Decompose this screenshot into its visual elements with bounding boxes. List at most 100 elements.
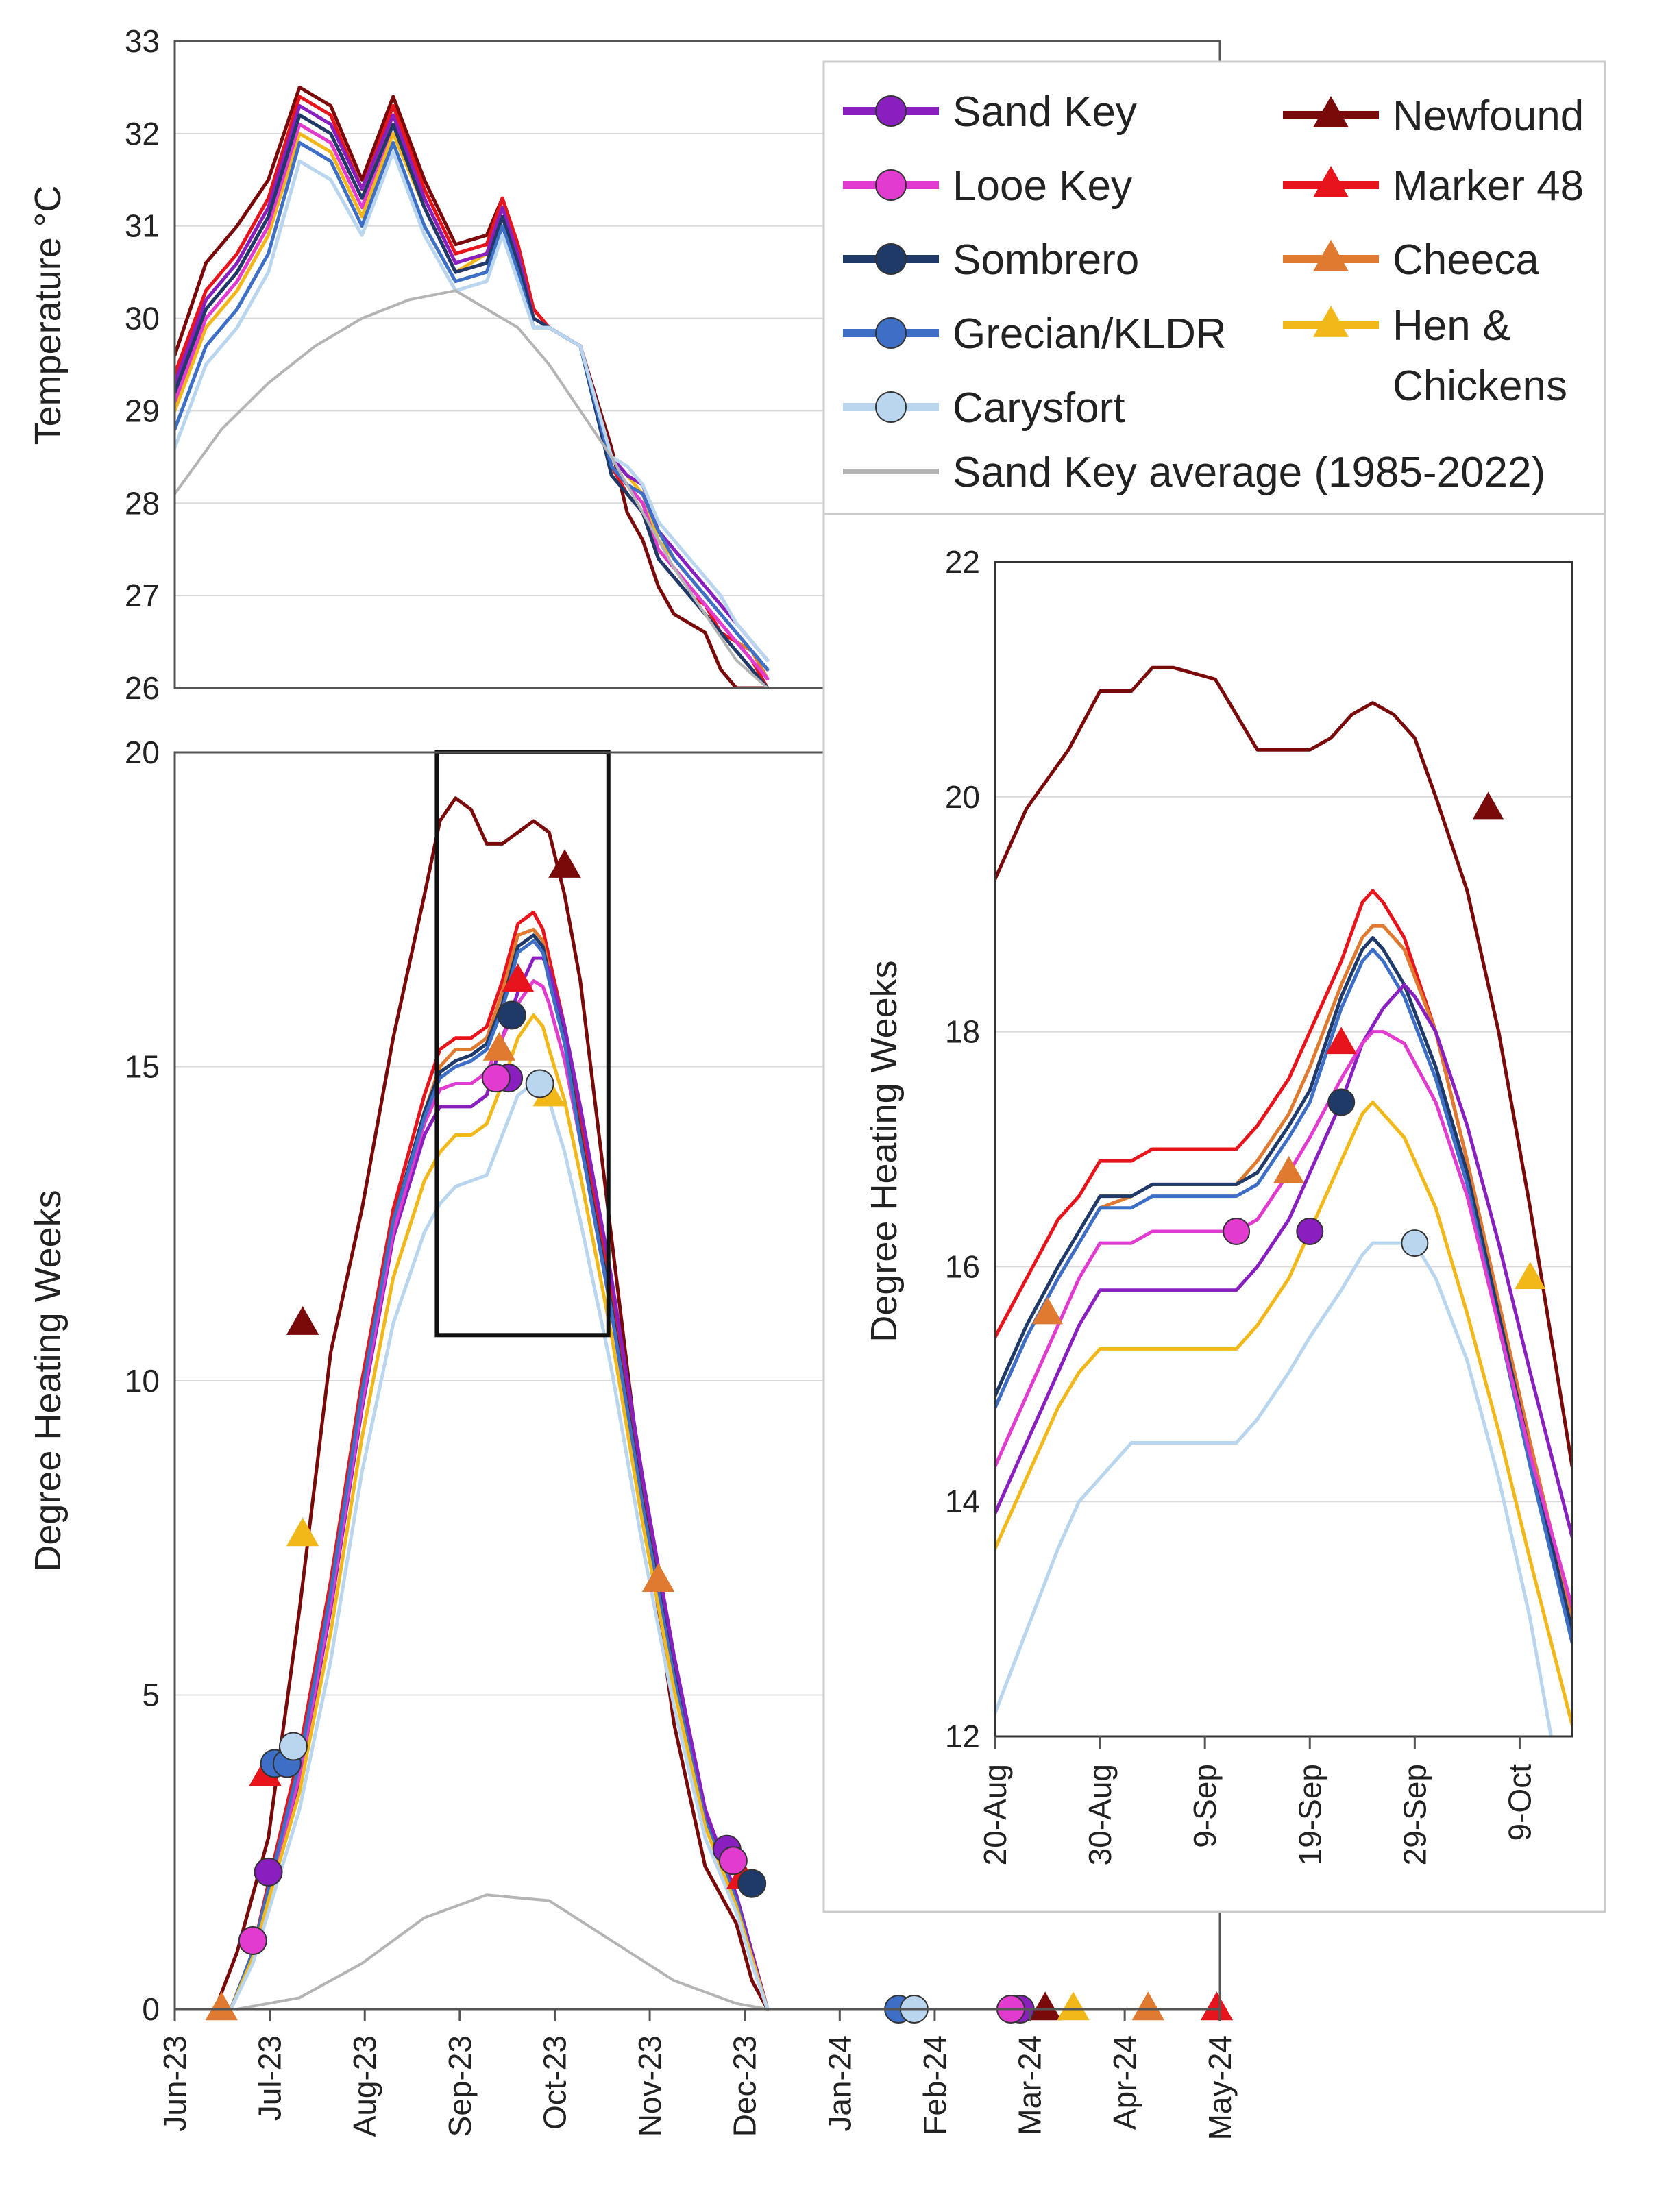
dhw-marker-newfound-0 (286, 1306, 319, 1335)
temperature-plot: 26 27 28 29 30 31 32 33 Temperature °C (27, 23, 1221, 706)
legend-item-carysfort-4-label: Carysfort (953, 384, 1125, 432)
legend-item-hen-9-swatch-marker (1313, 306, 1349, 337)
legend-item-chickens-10-label: Chickens (1393, 362, 1567, 410)
inset-x-tick-9-sep: 9-Sep (1187, 1764, 1223, 1848)
legend-item-hen-9-label: Hen & (1393, 302, 1510, 349)
legend-item-carysfort-4-swatch-marker (875, 391, 907, 423)
inset-markers (1031, 791, 1546, 1325)
legend-item-newfound-6-swatch-marker (1313, 96, 1349, 127)
dhw-marker-sand-key-14 (254, 1857, 283, 1887)
dhw-marker-cheeca-10 (1131, 1991, 1165, 2021)
legend-item-cheeca-8-swatch-marker (1313, 240, 1349, 271)
dhw-line-newfound (213, 796, 770, 2011)
legend-items: Sand Key Looe Key Sombrero Grecian/KLDR Cary… (843, 88, 1584, 496)
temperature-y-tick-26: 26 (125, 670, 160, 706)
inset-y-tick-20: 20 (945, 779, 980, 815)
inset-y-axis-title: Degree Heating Weeks (863, 960, 905, 1342)
inset-marker-looe-key-5 (1223, 1217, 1251, 1245)
dhw-y-tick-15: 15 (125, 1049, 160, 1085)
dhw-y-tick-20: 20 (125, 735, 160, 770)
temperature-y-tick-29: 29 (125, 393, 160, 428)
dhw-marker-carysfort-28 (525, 1069, 554, 1098)
dhw-x-tick-oct-23: Oct-23 (537, 2035, 572, 2130)
inset-marker-carysfort-7 (1401, 1229, 1429, 1257)
legend: Sand Key Looe Key Sombrero Grecian/KLDR Cary… (822, 60, 1606, 515)
temperature-y-ticks: 26 27 28 29 30 31 32 33 (125, 23, 160, 706)
dhw-x-tick-may-24: May-24 (1202, 2035, 1238, 2140)
inset-y-tick-22: 22 (945, 544, 980, 580)
inset-y-ticks: 12 14 16 18 20 22 (945, 544, 980, 1754)
temperature-y-tick-31: 31 (125, 208, 160, 244)
inset-x-tick-19-sep: 19-Sep (1292, 1764, 1327, 1865)
legend-item-sombrero-2-swatch-marker (875, 243, 907, 275)
legend-item-marker-48-7-swatch-marker (1313, 166, 1349, 197)
dhw-marker-looe-key-20 (718, 1846, 748, 1876)
dhw-x-tick-jan-24: Jan-24 (822, 2035, 857, 2132)
inset-x-tick-20-aug: 20-Aug (977, 1764, 1013, 1865)
legend-item-looe-key-1-swatch-marker (875, 169, 907, 201)
temperature-series (175, 85, 770, 688)
temperature-y-axis-title: Temperature °C (27, 186, 69, 445)
inset-line-grecian-kldr (995, 948, 1572, 1645)
dhw-marker-newfound-2 (1029, 1991, 1062, 2021)
dhw-x-tick-aug-23: Aug-23 (347, 2035, 382, 2137)
inset-y-tick-14: 14 (945, 1484, 980, 1519)
dhw-marker-sombrero-22 (497, 1000, 526, 1030)
temperature-line-sand-key-average-1985-2022 (175, 289, 769, 688)
inset-x-tick-29-sep: 29-Sep (1397, 1764, 1432, 1865)
legend-item-grecian-kldr-3-label: Grecian/KLDR (953, 310, 1227, 358)
inset-zoom-panel: 12 14 16 18 20 22 20-Aug 30-Aug 9-Sep 19-Sep 29-S… (822, 513, 1606, 1913)
dhw-marker-cheeca-7 (205, 1991, 238, 2021)
dhw-marker-looe-key-19 (481, 1064, 511, 1093)
dhw-marker-cheeca-8 (482, 1031, 516, 1061)
dhw-marker-cheeca-9 (641, 1563, 675, 1592)
temperature-y-tick-32: 32 (125, 116, 160, 151)
inset-series (995, 665, 1572, 1736)
inset-line-sombrero (995, 936, 1572, 1633)
inset-marker-hen-chickens-8 (1515, 1262, 1546, 1289)
temperature-y-tick-27: 27 (125, 578, 160, 613)
dhw-x-tick-nov-23: Nov-23 (632, 2035, 667, 2137)
dhw-marker-newfound-1 (548, 849, 581, 878)
inset-line-carysfort (995, 1241, 1555, 1736)
dhw-x-tick-dec-23: Dec-23 (727, 2035, 763, 2137)
legend-item-sombrero-2-label: Sombrero (953, 236, 1139, 284)
dhw-markers (205, 849, 1234, 2024)
inset-marker-cheeca-3 (1273, 1155, 1305, 1183)
dhw-x-tick-jul-23: Jul-23 (252, 2035, 288, 2121)
inset-x-tick-30-aug: 30-Aug (1082, 1764, 1118, 1865)
dhw-y-tick-0: 0 (142, 1991, 160, 2027)
dhw-marker-looe-key-18 (238, 1926, 267, 1955)
dhw-y-ticks: 0 5 10 15 20 (125, 735, 160, 2027)
legend-item-sand-key-0-swatch-marker (875, 95, 907, 127)
legend-item-looe-key-1-label: Looe Key (953, 162, 1132, 210)
inset-x-ticks: 20-Aug 30-Aug 9-Sep 19-Sep 29-Sep 9-Oct (977, 1736, 1537, 1865)
dhw-x-tick-jun-23: Jun-23 (157, 2035, 193, 2132)
dhw-y-axis-title: Degree Heating Weeks (27, 1190, 69, 1571)
temperature-y-tick-28: 28 (125, 485, 160, 521)
legend-item-sand-key-0-label: Sand Key (953, 88, 1137, 136)
inset-marker-cheeca-2 (1031, 1297, 1064, 1325)
dhw-x-tick-apr-24: Apr-24 (1107, 2035, 1142, 2130)
dhw-marker-hen-chickens-11 (286, 1517, 319, 1547)
inset-y-tick-16: 16 (945, 1249, 980, 1284)
dhw-marker-hen-chickens-13 (1057, 1991, 1090, 2021)
inset-marker-newfound-0 (1472, 791, 1504, 820)
dhw-x-tick-feb-24: Feb-24 (917, 2035, 953, 2135)
dhw-line-hen-chickens (229, 1013, 770, 2011)
inset-x-tick-9-oct: 9-Oct (1502, 1764, 1537, 1841)
temperature-line-carysfort (175, 150, 770, 662)
temperature-y-tick-33: 33 (125, 23, 160, 59)
inset-marker-sand-key-6 (1296, 1217, 1324, 1245)
dhw-y-tick-10: 10 (125, 1363, 160, 1399)
temperature-line-marker-48 (175, 95, 770, 688)
inset-y-tick-12: 12 (945, 1719, 980, 1754)
dhw-marker-marker-48-4 (502, 963, 535, 992)
inset-line-newfound (995, 665, 1572, 1468)
legend-item-grecian-kldr-3-swatch-marker (875, 317, 907, 349)
dhw-x-tick-sep-23: Sep-23 (442, 2035, 478, 2137)
inset-marker-sombrero-4 (1327, 1088, 1356, 1116)
legend-item-newfound-6-label: Newfound (1393, 93, 1584, 140)
legend-item-cheeca-8-label: Cheeca (1393, 236, 1539, 284)
